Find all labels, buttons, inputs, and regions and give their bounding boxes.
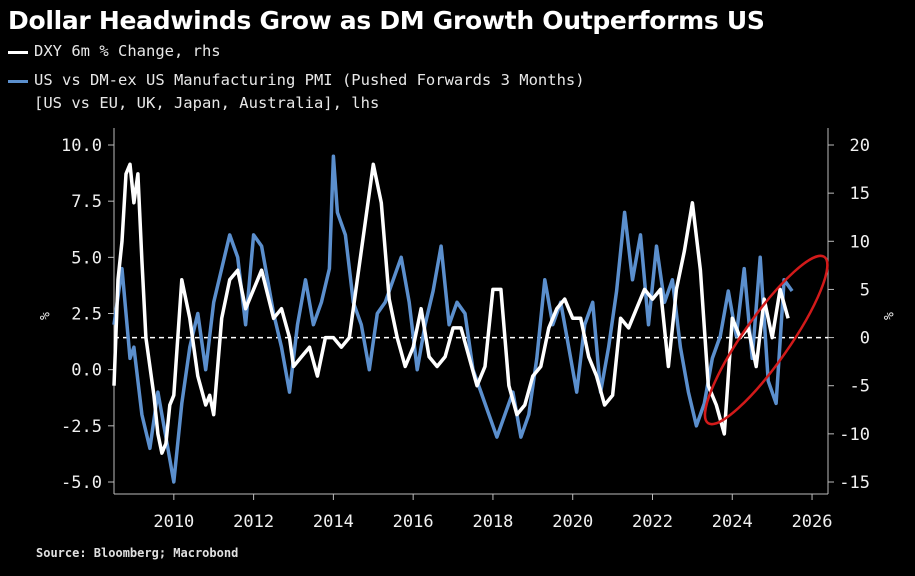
legend-item-pmi-line2: [US vs EU, UK, Japan, Australia], lhs (34, 94, 379, 112)
x-tick-label: 2016 (393, 512, 434, 532)
x-tick-label: 2020 (552, 512, 593, 532)
right-axis-unit: % (880, 312, 895, 320)
legend-swatch-dxy (8, 51, 28, 54)
left-tick-label: 0.0 (71, 361, 102, 381)
right-tick-label: -10 (839, 425, 870, 445)
x-tick-label: 2024 (712, 512, 753, 532)
legend-swatch-pmi (8, 80, 28, 83)
legend-item-pmi: US vs DM-ex US Manufacturing PMI (Pushed… (8, 71, 585, 89)
legend-item-dxy: DXY 6m % Change, rhs (8, 42, 221, 60)
x-tick-label: 2022 (632, 512, 673, 532)
right-tick-label: 5 (860, 280, 870, 300)
series-line-dxy (112, 162, 790, 455)
source-note: Source: Bloomberg; Macrobond (36, 546, 239, 560)
x-tick-label: 2010 (153, 512, 194, 532)
right-tick-label: 20 (850, 136, 870, 156)
right-tick-label: 0 (860, 329, 870, 349)
right-tick-label: -5 (850, 377, 870, 397)
right-tick-label: 10 (850, 232, 870, 252)
x-tick-label: 2014 (313, 512, 354, 532)
legend-label-pmi-line1: US vs DM-ex US Manufacturing PMI (Pushed… (34, 71, 585, 89)
right-tick-label: 15 (850, 184, 870, 204)
left-axis-unit: % (36, 312, 51, 320)
left-tick-label: 2.5 (71, 305, 102, 325)
x-tick-label: 2026 (792, 512, 833, 532)
chart-title: Dollar Headwinds Grow as DM Growth Outpe… (8, 6, 765, 35)
series-line-pmi (112, 154, 794, 484)
left-tick-label: 7.5 (71, 192, 102, 212)
left-tick-label: 5.0 (71, 248, 102, 268)
legend-label-dxy: DXY 6m % Change, rhs (34, 42, 221, 60)
right-tick-label: -15 (839, 473, 870, 493)
legend-label-pmi-line2: [US vs EU, UK, Japan, Australia], lhs (34, 94, 380, 112)
annotation-ellipse (703, 254, 829, 426)
x-tick-label: 2012 (233, 512, 274, 532)
x-tick-label: 2018 (472, 512, 513, 532)
left-tick-label: -5.0 (61, 473, 102, 493)
left-tick-label: 10.0 (61, 136, 102, 156)
left-tick-label: -2.5 (61, 417, 102, 437)
